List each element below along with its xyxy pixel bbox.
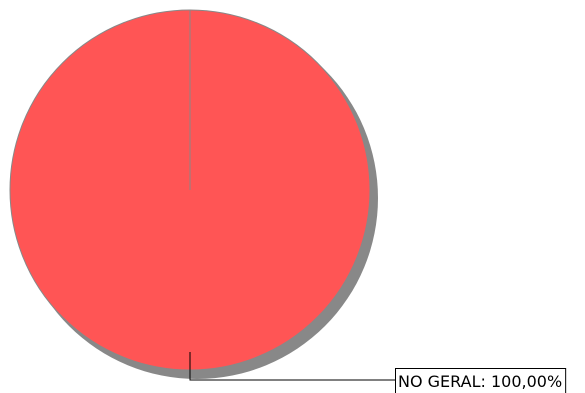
slice-label-box-0 bbox=[395, 368, 567, 393]
slice-labels: NO GERAL: 100,00% bbox=[189, 352, 567, 393]
pie-slices bbox=[9, 9, 371, 371]
leader-line-0 bbox=[189, 352, 395, 381]
slice-label-0: NO GERAL: 100,00% bbox=[398, 372, 562, 391]
